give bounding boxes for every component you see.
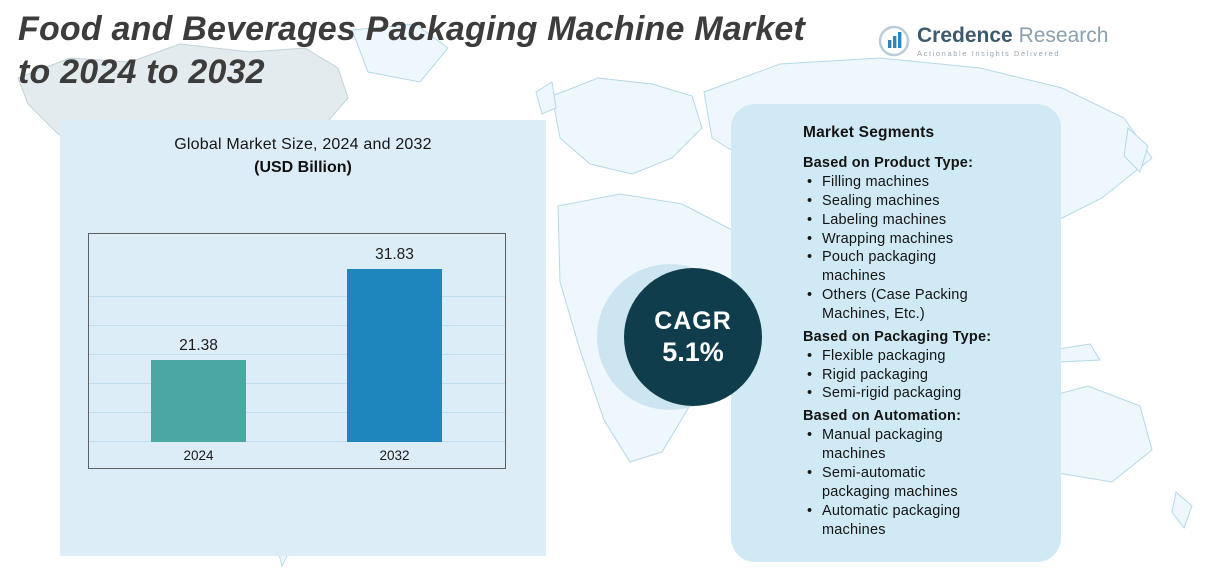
cagr-value: 5.1% <box>662 336 724 367</box>
segment-group-heading-product-type: Based on Product Type: <box>803 155 974 171</box>
segment-item: Pouch packaging machines <box>803 248 989 286</box>
segment-item: Automatic packaging machines <box>803 502 989 540</box>
chart-title: Global Market Size, 2024 and 2032 <box>174 136 432 153</box>
bar-value-2032: 31.83 <box>375 246 414 263</box>
market-size-panel: Global Market Size, 2024 and 2032 (USD B… <box>60 120 546 556</box>
segment-item: Flexible packaging <box>803 347 989 366</box>
segment-item: Labeling machines <box>803 211 989 230</box>
page-title-line-1: Food and Beverages Packaging Machine Mar… <box>18 10 806 48</box>
segment-group-list-packaging-type: Flexible packaging Rigid packaging Semi-… <box>803 347 989 404</box>
segment-item: Rigid packaging <box>803 366 989 385</box>
cagr-label: CAGR <box>654 306 732 335</box>
bar-value-2024: 21.38 <box>179 337 218 354</box>
segment-group-heading-packaging-type: Based on Packaging Type: <box>803 328 992 345</box>
cagr-circle: CAGR 5.1% <box>624 268 762 406</box>
brand-name: Credence Research <box>917 24 1108 47</box>
brand-text-block: Credence Research Actionable Insights De… <box>917 24 1108 58</box>
bar-column-2024: 21.38 <box>151 337 246 442</box>
x-axis-label-2024: 2024 <box>183 448 214 463</box>
bar-chart-logo-icon <box>878 25 910 57</box>
segment-item: Manual packaging machines <box>803 426 989 464</box>
new-zealand-shape <box>1171 491 1193 530</box>
japan-shape <box>1123 127 1149 173</box>
uk-shape <box>535 81 557 115</box>
page-title-line-2: to 2024 to 2032 <box>18 52 265 91</box>
bar-rect-2032 <box>347 269 442 442</box>
segment-item: Sealing machines <box>803 192 989 211</box>
segment-item: Semi-automatic packaging machines <box>803 464 989 502</box>
brand-logo: Credence Research Actionable Insights De… <box>878 24 1108 58</box>
chart-subtitle: (USD Billion) <box>254 159 352 176</box>
bar-chart: 21.38 31.83 2024 2032 <box>88 233 506 469</box>
brand-name-primary: Credence <box>917 24 1013 47</box>
market-segments-panel: Market Segments Based on Product Type: F… <box>731 104 1061 562</box>
page-title: Food and Beverages Packaging Machine Mar… <box>18 8 805 94</box>
bar-column-2032: 31.83 <box>347 246 442 442</box>
greenland-shape <box>351 23 449 83</box>
segment-item: Semi-rigid packaging <box>803 384 989 403</box>
brand-name-secondary: Research <box>1018 24 1109 47</box>
brand-tagline: Actionable Insights Delivered <box>917 49 1061 59</box>
segment-item: Others (Case Packing Machines, Etc.) <box>803 286 989 324</box>
segment-item: Wrapping machines <box>803 230 989 249</box>
segment-group-list-automation: Manual packaging machines Semi-automatic… <box>803 426 989 539</box>
europe-shape <box>551 77 703 175</box>
x-axis-label-2032: 2032 <box>379 448 410 463</box>
bar-rect-2024 <box>151 360 246 442</box>
segment-group-list-product-type: Filling machines Sealing machines Labeli… <box>803 173 989 324</box>
segment-group-heading-automation: Based on Automation: <box>803 408 962 425</box>
segment-item: Filling machines <box>803 173 989 192</box>
segments-title: Market Segments <box>803 124 935 141</box>
